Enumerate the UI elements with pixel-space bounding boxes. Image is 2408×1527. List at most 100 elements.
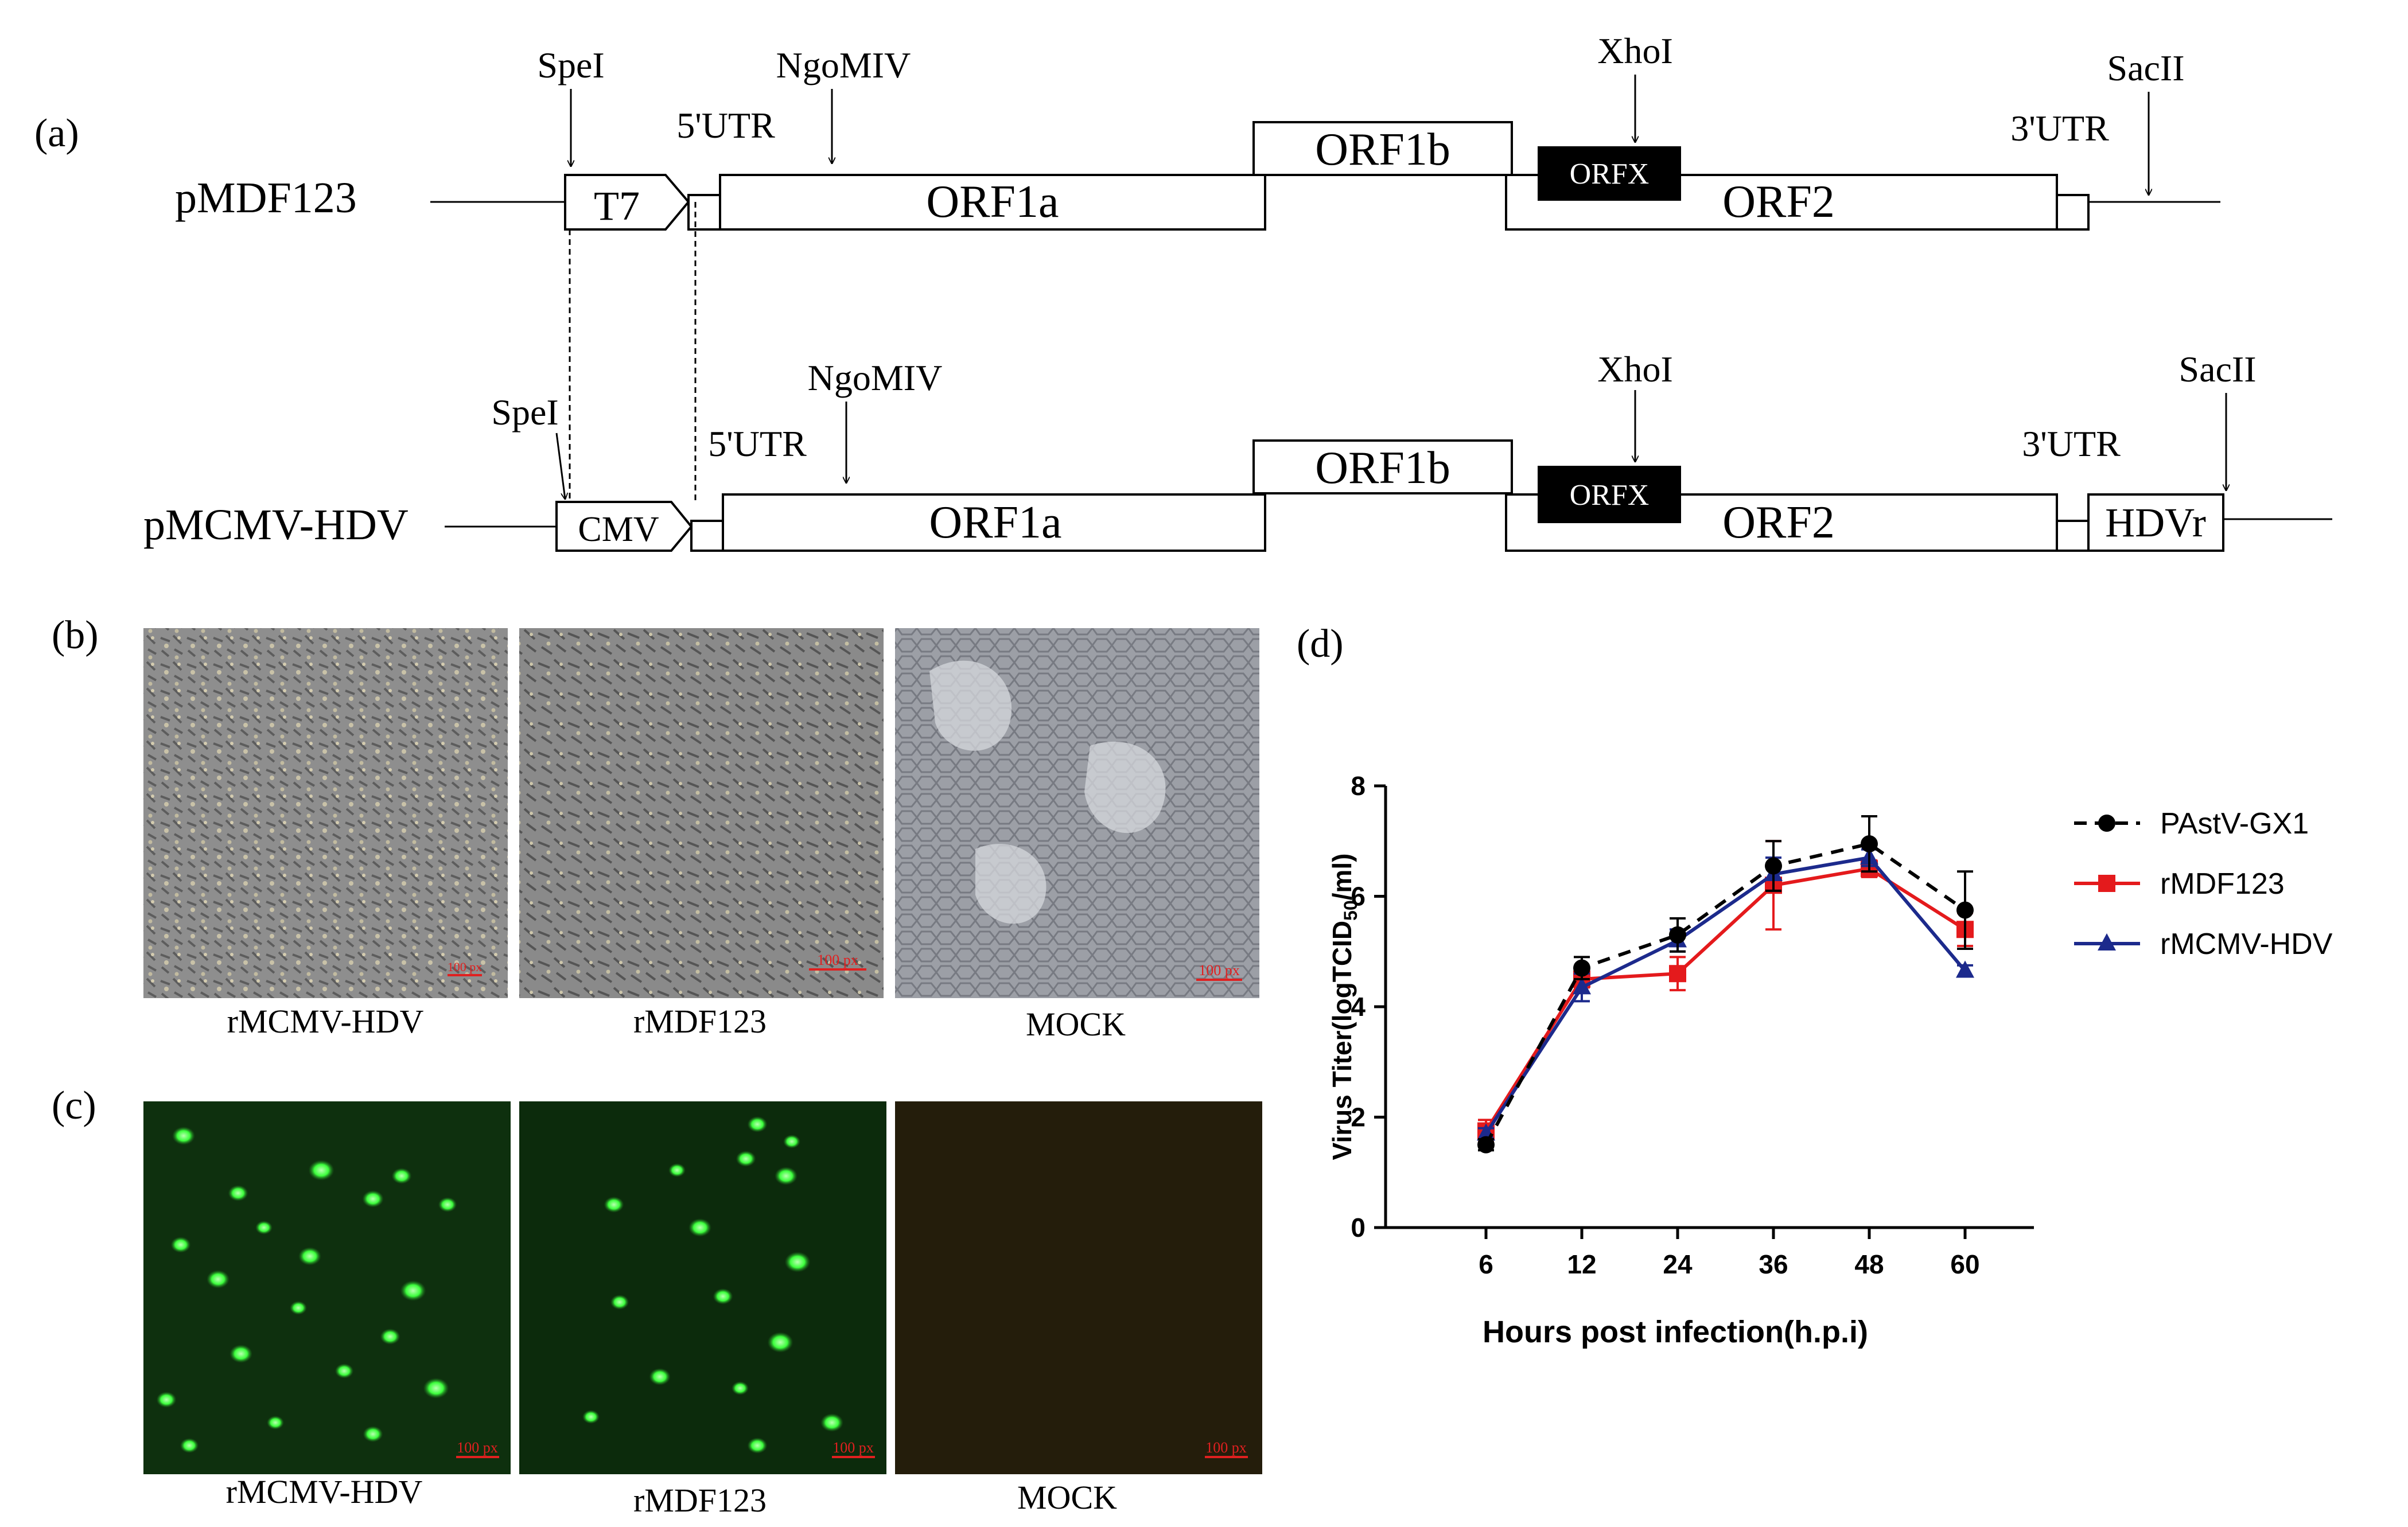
data-point — [1477, 1136, 1495, 1154]
x-tick-label: 60 — [1950, 1249, 1979, 1279]
utr5-box-top — [687, 194, 721, 231]
fluorescent-cell — [308, 1160, 334, 1181]
sacii-label-top: SacII — [2107, 48, 2184, 88]
micrograph-b-rmdf123: 100 px rMDF123 — [519, 628, 884, 1040]
cmv-label: CMV — [578, 510, 659, 549]
y-tick-label: 8 — [1351, 771, 1366, 801]
scale-label-b3: 100 px — [1199, 962, 1240, 979]
fluorescent-cell — [713, 1288, 733, 1304]
caption-c1: rMCMV-HDV — [226, 1473, 423, 1510]
fluorescent-cell — [156, 1392, 177, 1408]
sacii-label-bottom: SacII — [2179, 349, 2256, 389]
utr5-label-bottom: 5'UTR — [708, 423, 807, 464]
caption-c3: MOCK — [1017, 1479, 1117, 1516]
panel-d-label: (d) — [1297, 622, 1344, 666]
fluorescent-cell — [732, 1381, 749, 1395]
hdvr-label: HDVr — [2105, 500, 2206, 546]
y-axis-title-main: Virus Titer(logTCID — [1327, 921, 1357, 1160]
data-point — [1573, 977, 1591, 995]
orfx-label-top: ORFX — [1570, 158, 1650, 190]
data-point — [1861, 835, 1878, 853]
data-point — [1956, 901, 1974, 919]
orf1a-label-bottom: ORF1a — [929, 497, 1061, 548]
fluorescent-cell — [363, 1426, 383, 1442]
fluorescent-cell — [180, 1438, 199, 1453]
y-axis-title-tail: /ml) — [1327, 854, 1357, 901]
series-rmcmv-hdv — [1477, 847, 1974, 1141]
ngomiv-label-bottom: NgoMIV — [808, 357, 943, 398]
x-tick-label: 48 — [1854, 1249, 1884, 1279]
scale-label-b1: 100 px — [448, 960, 483, 974]
construct-pmcmv-hdv: pMCMV-HDV CMV ORF1a ORF1b ORF2 ORFX HDVr… — [143, 349, 2332, 552]
fluor-image-mock — [895, 1101, 1262, 1474]
fluorescent-cell — [747, 1116, 768, 1132]
orf1b-label-top: ORF1b — [1315, 124, 1450, 175]
micrograph-c-rmdf123: 100 px rMDF123 — [519, 1101, 886, 1519]
micrograph-b-mock: 100 px MOCK — [895, 628, 1259, 1043]
t7-promoter-box — [564, 174, 690, 231]
phase-image-rmcmv — [143, 628, 508, 998]
data-point — [1765, 857, 1782, 875]
y-axis-title: Virus Titer(logTCID50/ml) — [1327, 854, 1361, 1160]
panel-c-label: (c) — [52, 1084, 96, 1128]
data-point — [1669, 965, 1686, 983]
legend-marker — [2098, 933, 2116, 951]
spei-arrow-bottom — [555, 433, 565, 499]
orf2-label-bottom: ORF2 — [1722, 497, 1835, 548]
utr5-box-bottom — [690, 520, 724, 552]
orf1a-box-top — [719, 174, 1266, 231]
fluor-image-rmcmv — [143, 1101, 511, 1474]
fluorescent-cell — [229, 1345, 252, 1363]
fluorescent-cell — [775, 1167, 798, 1185]
caption-c2: rMDF123 — [633, 1482, 767, 1519]
phase-image-rmdf123 — [519, 628, 884, 998]
x-tick-label: 6 — [1479, 1249, 1493, 1279]
micrograph-c-rmcmv: 100 px rMCMV-HDV — [143, 1101, 511, 1510]
legend-marker — [2098, 875, 2115, 892]
series-line — [1484, 842, 1966, 1146]
panel-a-label: (a) — [34, 111, 79, 155]
fluorescent-cell — [668, 1163, 686, 1177]
y-tick-label: 4 — [1351, 992, 1366, 1022]
construct-top-name: pMDF123 — [175, 174, 357, 222]
chart-legend: PAstV-GX1 rMDF123 rMCMV-HDV — [2074, 807, 2333, 961]
legend-label: PAstV-GX1 — [2160, 807, 2309, 840]
spei-label-bottom: SpeI — [491, 392, 558, 433]
x-tick-label: 36 — [1759, 1249, 1788, 1279]
orfx-label-bottom: ORFX — [1570, 479, 1650, 512]
mock-cell-cluster — [975, 844, 1047, 924]
caption-b3: MOCK — [1026, 1006, 1126, 1043]
fluorescent-cell — [207, 1270, 229, 1288]
fluorescent-cell — [391, 1168, 412, 1184]
caption-b2: rMDF123 — [633, 1003, 767, 1040]
y-tick-label: 0 — [1351, 1213, 1366, 1242]
orf1a-label-top: ORF1a — [926, 177, 1059, 227]
fluorescent-cell — [784, 1252, 811, 1272]
orfx-box-bottom — [1538, 466, 1681, 523]
fluorescent-cell — [170, 1237, 191, 1253]
panel-b-label: (b) — [52, 613, 99, 657]
data-point — [1669, 926, 1686, 944]
fluorescent-cell — [290, 1301, 307, 1315]
series-line — [1484, 855, 1967, 1135]
caption-b1: rMCMV-HDV — [227, 1003, 424, 1040]
ngomiv-label-top: NgoMIV — [776, 45, 911, 85]
data-point — [1573, 959, 1590, 977]
scale-label-b2: 100 px — [817, 952, 858, 968]
fluorescent-cell — [298, 1247, 321, 1265]
legend-marker — [2098, 815, 2115, 832]
legend-label: rMCMV-HDV — [2160, 928, 2333, 961]
x-tick-label: 24 — [1663, 1249, 1693, 1279]
orf1b-box-top — [1252, 121, 1513, 176]
micrograph-c-mock: 100 px MOCK — [895, 1101, 1262, 1516]
fluorescent-cell — [736, 1151, 756, 1167]
utr5-label-top: 5'UTR — [676, 105, 775, 146]
fluorescent-cell — [334, 1364, 354, 1378]
x-tick-label: 12 — [1567, 1249, 1596, 1279]
hdvr-box — [2087, 493, 2224, 552]
utr3-box-bottom — [2056, 520, 2090, 552]
y-tick-label: 2 — [1351, 1103, 1366, 1132]
scale-label-c2: 100 px — [833, 1439, 874, 1456]
